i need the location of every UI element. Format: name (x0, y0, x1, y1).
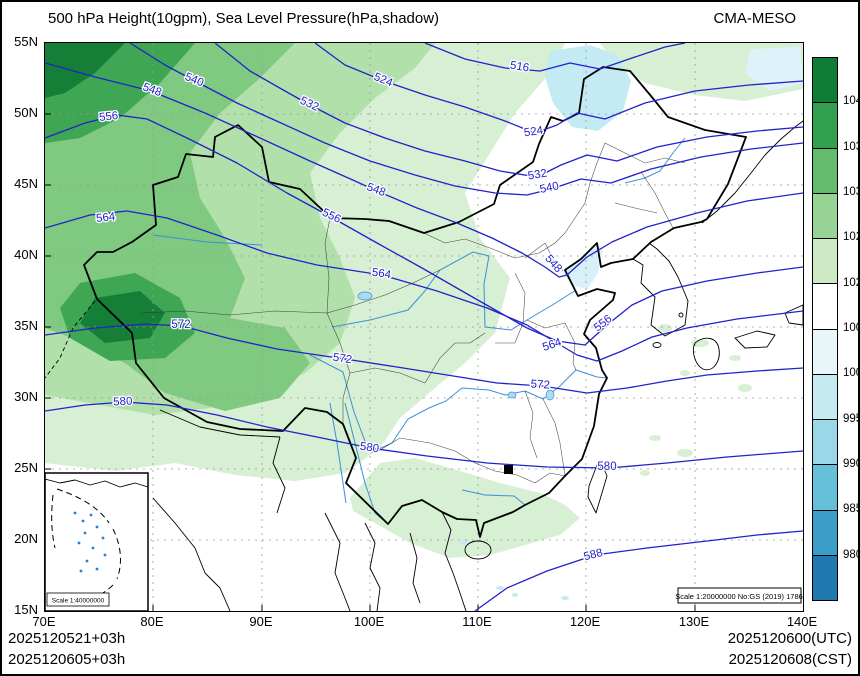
x-tick-label: 130E (678, 614, 710, 629)
colorbar-label: 1035 (843, 141, 858, 153)
colorbar-segment (813, 103, 837, 149)
y-tick-label: 40N (14, 247, 38, 262)
valid-time-utc: 2025120600(UTC) (727, 630, 852, 647)
colorbar-label: 1025 (843, 231, 858, 243)
svg-text:580: 580 (113, 396, 133, 409)
svg-text:516: 516 (509, 59, 530, 74)
colorbar-segment (813, 284, 837, 330)
colorbar-label: 985 (843, 503, 858, 515)
colorbar-label: 1040 (843, 95, 858, 107)
model-name: CMA-MESO (713, 10, 797, 27)
inset-scale-text: Scale 1:40000000 (52, 598, 105, 605)
y-tick-label: 50N (14, 105, 38, 120)
colorbar-segment (813, 465, 837, 511)
svg-text:564: 564 (541, 336, 564, 354)
init-time-utc: 2025120521+03h (8, 630, 126, 647)
height-contour-lines (45, 43, 803, 611)
colorbar-segment (813, 420, 837, 466)
x-tick-label: 140E (786, 614, 818, 629)
valid-time-cst: 2025120608(CST) (728, 651, 852, 668)
y-tick-label: 30N (14, 389, 38, 404)
colorbar-label: 995 (843, 413, 858, 425)
colorbar-label: 1030 (843, 186, 858, 198)
svg-text:524: 524 (523, 125, 544, 140)
colorbar-label: 990 (843, 458, 858, 470)
contour-540 (129, 43, 803, 196)
colorbar (812, 57, 838, 601)
svg-text:540: 540 (539, 180, 560, 196)
svg-text:532: 532 (527, 167, 548, 182)
colorbar-label: 1005 (843, 322, 858, 334)
svg-text:580: 580 (597, 461, 616, 473)
y-tick-label: 15N (14, 602, 38, 617)
svg-text:588: 588 (583, 547, 605, 563)
svg-text:572: 572 (171, 319, 190, 331)
svg-text:572: 572 (530, 378, 550, 391)
x-tick-label: 100E (353, 614, 385, 629)
contour-548 (45, 62, 803, 278)
colorbar-label: 980 (843, 549, 858, 561)
scale-box: Scale 1:20000000 No:GS (2019) 1786 (675, 587, 803, 604)
black-marker (504, 465, 513, 474)
x-tick-label: 80E (140, 614, 164, 629)
svg-text:564: 564 (96, 211, 117, 225)
contour-556 (45, 114, 803, 346)
svg-text:580: 580 (359, 441, 380, 456)
province-boundaries (141, 142, 686, 484)
map-plot-frame: 540 548 556 524 532 516 524 532 540 548 … (44, 42, 804, 612)
contour-580 (45, 401, 803, 469)
china-national-boundary (83, 66, 747, 560)
contour-516 (424, 43, 686, 72)
y-tick-label: 35N (14, 318, 38, 333)
colorbar-label: 1000 (843, 367, 858, 379)
contour-532 (214, 43, 803, 178)
colorbar-segment (813, 148, 837, 194)
x-tick-label: 110E (462, 614, 492, 629)
svg-text:572: 572 (332, 352, 353, 367)
colorbar-segment (813, 555, 837, 600)
colorbar-segment (813, 58, 837, 104)
x-tick-label: 120E (569, 614, 601, 629)
init-time-cst: 2025120605+03h (8, 651, 126, 668)
svg-text:556: 556 (99, 110, 119, 124)
x-tick-label: 70E (32, 614, 56, 629)
y-tick-label: 45N (14, 176, 38, 191)
y-tick-label: 25N (14, 460, 38, 475)
contour-572 (45, 323, 803, 394)
contour-564 (45, 210, 803, 362)
slp-shading-layer (45, 43, 803, 600)
x-tick-label: 90E (249, 614, 273, 629)
footer-valid-times: 2025120600(UTC) 2025120608(CST) (728, 628, 852, 670)
colorbar-segment (813, 193, 837, 239)
colorbar-segment (813, 510, 837, 556)
inset-islands-dots (73, 511, 107, 573)
colorbar-segment (813, 374, 837, 420)
colorbar-segment (813, 329, 837, 375)
main-scale-text: Scale 1:20000000 No:GS (2019) 1786 (675, 592, 803, 601)
weather-map: 540 548 556 524 532 516 524 532 540 548 … (45, 43, 803, 611)
chart-title: 500 hPa Height(10gpm), Sea Level Pressur… (48, 10, 440, 27)
graticule-grid (45, 43, 803, 611)
contour-588 (474, 530, 803, 611)
footer-init-times: 2025120521+03h 2025120605+03h (8, 628, 125, 670)
rivers-layer (152, 137, 686, 525)
y-tick-label: 20N (14, 531, 38, 546)
svg-text:548: 548 (542, 253, 564, 275)
inset-map-south-china-sea: Scale 1:40000000 (45, 472, 149, 611)
colorbar-label: 1020 (843, 277, 858, 289)
colorbar-segment (813, 239, 837, 285)
contour-524 (314, 43, 803, 134)
y-tick-label: 55N (14, 34, 38, 49)
svg-text:564: 564 (371, 267, 392, 282)
